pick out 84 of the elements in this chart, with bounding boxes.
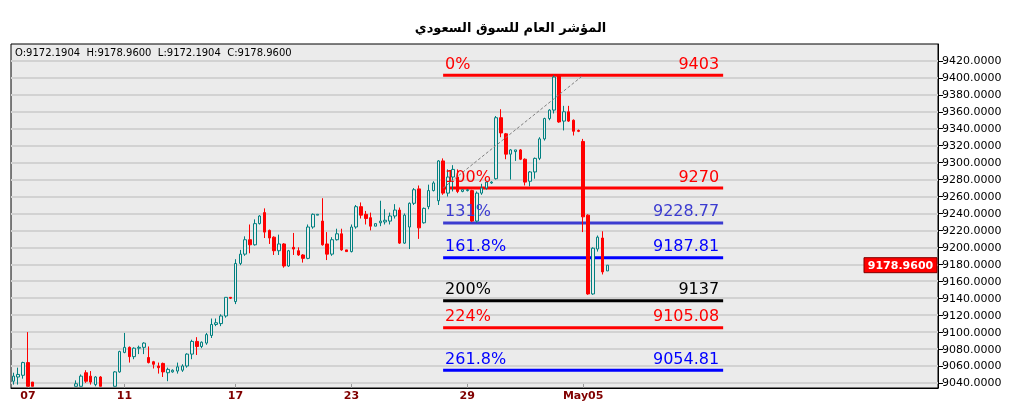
x-tick-label: 29: [459, 389, 475, 402]
candlestick: [432, 180, 435, 192]
ref-line-label: 9403: [678, 53, 720, 73]
candlestick: [572, 118, 575, 137]
annotation: 9178.9600: [867, 258, 934, 272]
y-tick-label: 9080.0000: [942, 342, 1002, 356]
candlestick: [374, 223, 377, 227]
candlestick: [282, 242, 286, 269]
ref-line-label: 9105.08: [652, 306, 720, 326]
candlestick: [345, 249, 348, 253]
y-tick-label: 9040.0000: [942, 376, 1002, 390]
candlestick: [234, 258, 237, 305]
y-tick-label: 9200.0000: [942, 240, 1002, 254]
y-tick-label: 9140.0000: [942, 291, 1002, 305]
ref-line-label: 9187.81: [652, 236, 720, 256]
candlestick: [128, 345, 131, 364]
candlestick: [422, 207, 426, 225]
ref-line-label: 9137: [678, 279, 720, 299]
y-tick-label: 9300.0000: [942, 156, 1002, 170]
y-tick-label: 9060.0000: [942, 359, 1002, 373]
ref-line-label: 9054.81: [652, 348, 720, 368]
annotation: 224%: [445, 306, 491, 326]
y-tick-label: 9420.0000: [942, 54, 1002, 68]
candlestick: [287, 249, 290, 268]
candlestick: [176, 362, 179, 375]
candlestick: [277, 234, 281, 256]
candlestick: [200, 340, 203, 349]
candlestick: [166, 367, 170, 382]
candlestick: [509, 148, 512, 181]
candlestick: [161, 362, 165, 378]
candlestick: [398, 207, 401, 245]
candlestick: [263, 207, 266, 239]
annotation: O:9172.1904 H:9178.9600 L:9172.1904 C:9178.9600: [15, 46, 292, 58]
x-tick-label: 07: [20, 389, 36, 402]
y-tick-label: 9180.0000: [942, 257, 1002, 271]
candlestick: [253, 218, 257, 247]
annotation: 0%: [445, 53, 471, 73]
y-tick-label: 9260.0000: [942, 190, 1002, 204]
candlestick: [84, 369, 88, 384]
annotation: 161.8%: [445, 236, 507, 256]
y-tick-label: 9120.0000: [942, 308, 1002, 322]
candlestick: [461, 189, 464, 193]
annotation: 261.8%: [445, 348, 507, 368]
candlestick: [147, 345, 150, 364]
candlestick: [123, 332, 126, 354]
x-tick-label: 17: [227, 389, 244, 402]
ref-line-label: 9228.77: [652, 201, 720, 221]
candlestick: [601, 230, 604, 275]
y-tick-label: 9380.0000: [942, 88, 1002, 102]
candlestick: [466, 188, 469, 192]
annotation: 200%: [445, 279, 491, 299]
candlestick: [494, 115, 498, 181]
candlestick: [340, 228, 343, 252]
y-tick-label: 9100.0000: [942, 325, 1002, 339]
candlestick: [567, 105, 570, 123]
candlestick: [606, 264, 609, 272]
candlestick: [417, 185, 421, 240]
x-tick-label: 23: [343, 389, 360, 402]
chart-title: المؤشر العام للسوق السعودي: [414, 20, 607, 36]
candlestick: [427, 184, 430, 210]
y-tick-label: 9340.0000: [942, 122, 1002, 136]
y-tick-label: 9360.0000: [942, 105, 1002, 119]
candlestick: [248, 223, 252, 254]
candlestick: [205, 332, 208, 346]
candlestick: [543, 117, 546, 142]
candlestick: [403, 212, 406, 245]
candlestick: [562, 105, 566, 131]
candlestick: [514, 149, 517, 162]
candlestick: [437, 159, 440, 206]
ref-line-label: 9270: [678, 166, 720, 186]
y-tick-label: 9220.0000: [942, 223, 1002, 237]
x-tick-label: May05: [562, 389, 604, 402]
y-tick-label: 9160.0000: [942, 274, 1002, 288]
candlestick: [99, 375, 102, 387]
candlestick: [229, 296, 232, 300]
y-tick-label: 9240.0000: [942, 206, 1002, 220]
candlestick: [292, 232, 295, 256]
candlestick: [195, 336, 199, 356]
x-tick-label: 11: [116, 389, 133, 402]
y-tick-label: 9280.0000: [942, 173, 1002, 187]
candlestick: [152, 360, 155, 370]
candlestick: [577, 129, 580, 133]
y-tick-label: 9320.0000: [942, 139, 1002, 153]
y-tick-label: 9400.0000: [942, 71, 1002, 85]
